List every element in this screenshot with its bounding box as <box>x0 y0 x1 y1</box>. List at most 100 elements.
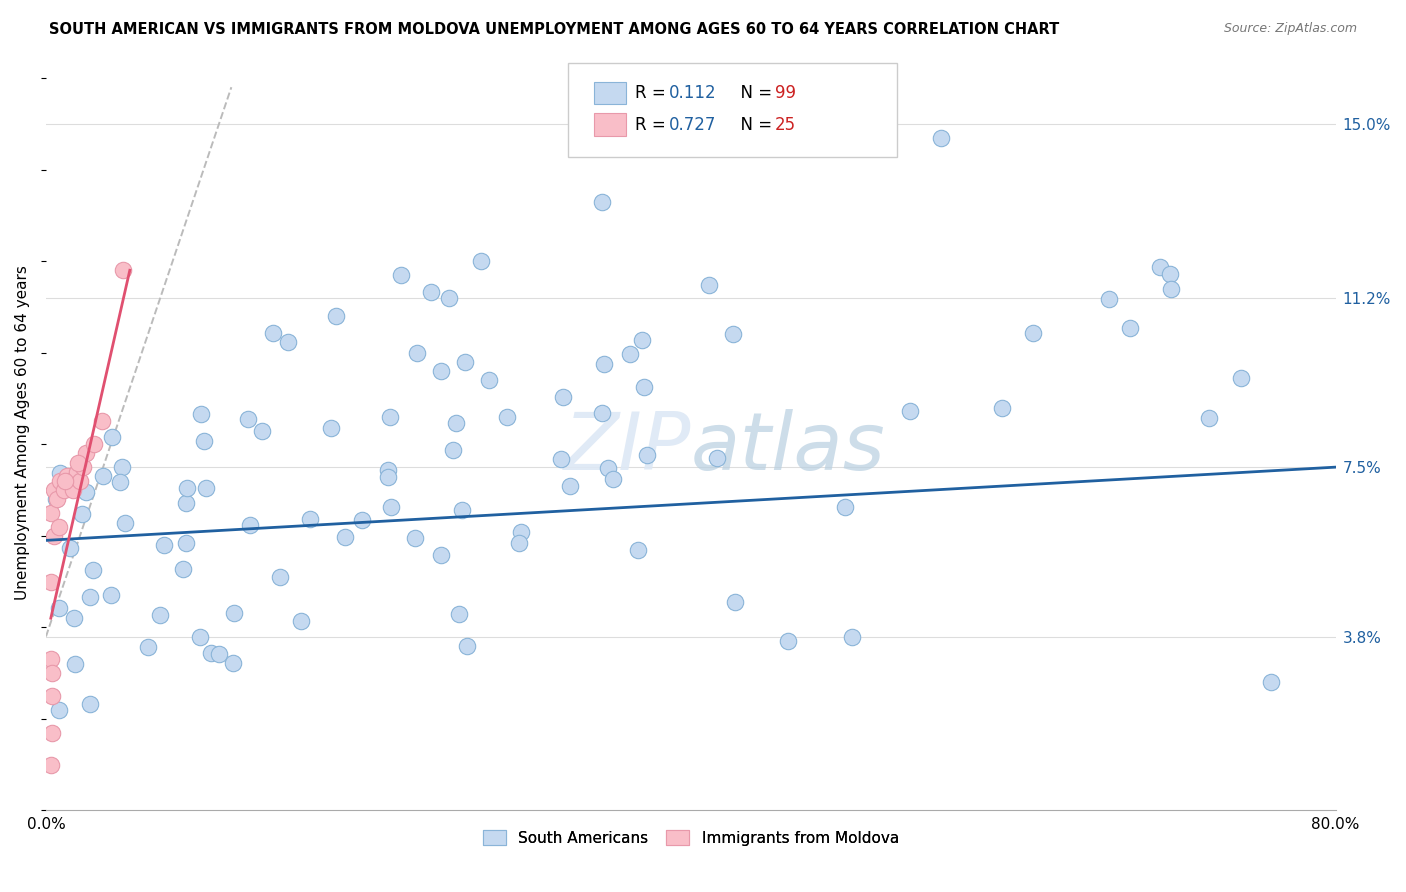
Point <box>224 606 246 620</box>
Text: 25: 25 <box>775 116 796 134</box>
Point <box>619 347 641 361</box>
Point <box>450 503 472 517</box>
Point <box>79 698 101 712</box>
Point <box>48 601 70 615</box>
Point <box>333 530 356 544</box>
Point <box>83 437 105 451</box>
Point <box>62 483 84 497</box>
Point <box>1260 675 1282 690</box>
Point <box>91 469 114 483</box>
Point <box>48 466 70 480</box>
Point <box>39 652 62 666</box>
Point <box>593 357 616 371</box>
Text: 0.112: 0.112 <box>669 84 717 102</box>
Point <box>430 548 453 562</box>
Point <box>470 254 492 268</box>
Point <box>1098 292 1121 306</box>
Point <box>430 364 453 378</box>
Point <box>173 562 195 576</box>
Point <box>636 448 658 462</box>
Point <box>91 414 114 428</box>
Point <box>41 689 63 703</box>
Point <box>841 630 863 644</box>
Point <box>100 588 122 602</box>
Point <box>596 461 619 475</box>
Point <box>898 404 921 418</box>
Point <box>39 757 62 772</box>
Point <box>42 529 65 543</box>
Point <box>56 469 79 483</box>
Text: N =: N = <box>730 116 778 134</box>
Point <box>441 443 464 458</box>
Point <box>558 479 581 493</box>
Point <box>82 563 104 577</box>
Point <box>39 574 62 589</box>
Point <box>508 536 530 550</box>
Point <box>46 492 69 507</box>
Point <box>39 506 62 520</box>
Point <box>377 469 399 483</box>
Text: Source: ZipAtlas.com: Source: ZipAtlas.com <box>1223 22 1357 36</box>
Point <box>990 401 1012 416</box>
Point <box>277 334 299 349</box>
Point <box>377 462 399 476</box>
Point <box>67 456 90 470</box>
Point <box>101 429 124 443</box>
Point <box>1021 326 1043 341</box>
Point <box>321 421 343 435</box>
Point <box>496 409 519 424</box>
Point <box>45 492 67 507</box>
Text: N =: N = <box>730 84 778 102</box>
Point <box>627 542 650 557</box>
Point <box>41 666 63 681</box>
Point <box>602 472 624 486</box>
Point <box>200 646 222 660</box>
Point <box>1160 282 1182 296</box>
Point <box>697 277 720 292</box>
Point <box>389 268 412 282</box>
Point <box>550 452 572 467</box>
Point <box>70 508 93 522</box>
Point <box>405 345 427 359</box>
Point <box>510 525 533 540</box>
Point <box>454 355 477 369</box>
Point <box>1149 260 1171 274</box>
Point <box>110 459 132 474</box>
Point <box>437 291 460 305</box>
Text: R =: R = <box>636 84 672 102</box>
Point <box>53 474 76 488</box>
Point <box>136 640 159 654</box>
Point <box>114 516 136 531</box>
Point <box>299 512 322 526</box>
Point <box>236 412 259 426</box>
Point <box>262 326 284 341</box>
Text: ZIP: ZIP <box>564 409 690 487</box>
Point <box>63 657 86 671</box>
Point <box>420 285 443 300</box>
Point <box>456 639 478 653</box>
Point <box>79 591 101 605</box>
Point <box>776 634 799 648</box>
Point <box>630 333 652 347</box>
Text: atlas: atlas <box>690 409 886 487</box>
Text: 0.727: 0.727 <box>669 116 716 134</box>
Point <box>591 194 613 209</box>
Point <box>58 541 80 556</box>
Point <box>75 446 97 460</box>
Point <box>449 607 471 622</box>
Legend: South Americans, Immigrants from Moldova: South Americans, Immigrants from Moldova <box>477 823 905 852</box>
Point <box>194 481 217 495</box>
Point <box>62 611 84 625</box>
Point <box>52 483 75 497</box>
Text: 99: 99 <box>775 84 796 102</box>
Point <box>1159 268 1181 282</box>
Point <box>42 483 65 497</box>
Point <box>834 500 856 515</box>
Point <box>724 595 747 609</box>
Point <box>551 390 574 404</box>
Point <box>404 531 426 545</box>
Point <box>208 647 231 661</box>
Point <box>352 513 374 527</box>
Point <box>188 630 211 644</box>
Point <box>75 485 97 500</box>
